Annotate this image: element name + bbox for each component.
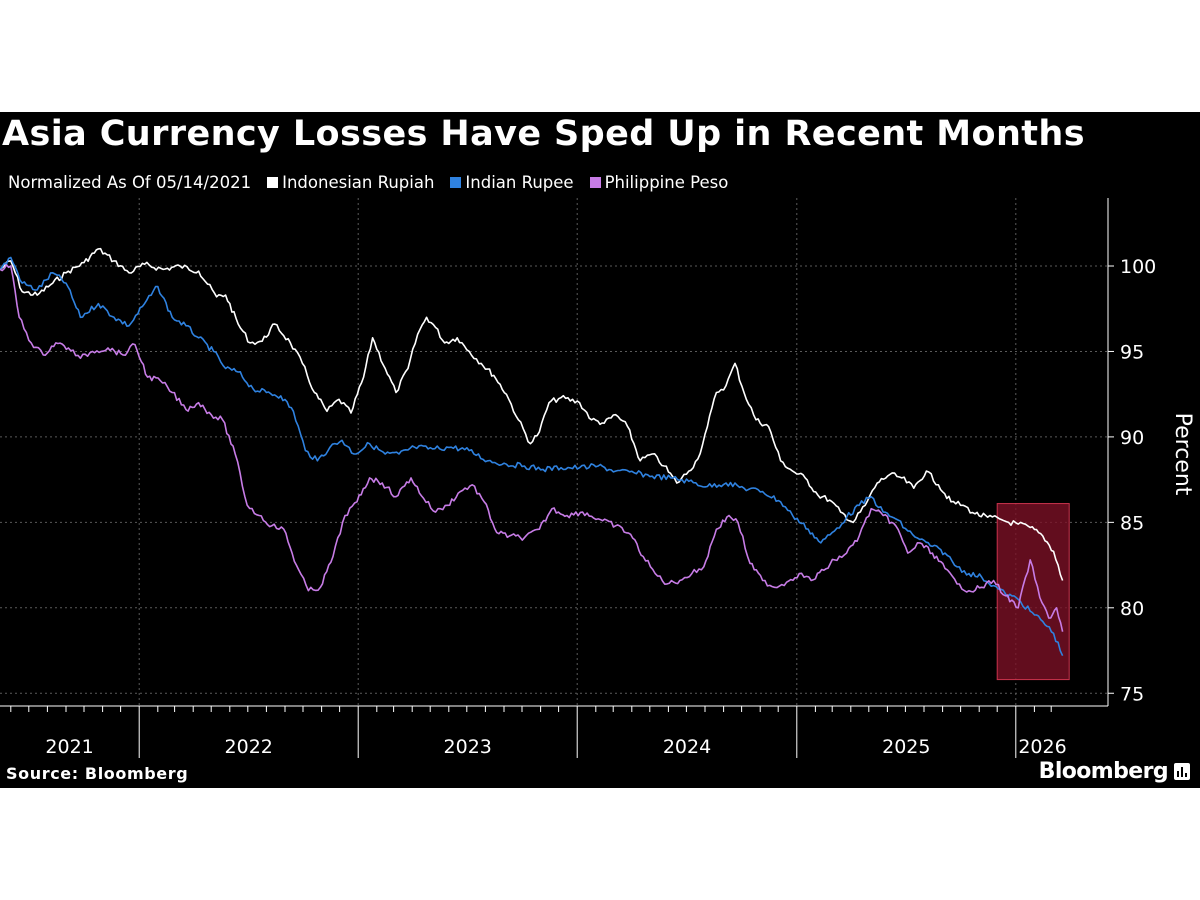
line-chart: 75 80 85 90 95 100 Percent 2021 2022 2023 2024 2025…: [0, 198, 1195, 758]
series-line-indonesian-rupiah: [0, 247, 1064, 581]
x-year-label-2023: 2023: [444, 736, 492, 758]
legend-swatch-indian-rupee: [450, 176, 462, 188]
y-tick-label-100: 100: [1120, 256, 1156, 278]
legend-label-indian-rupee: Indian Rupee: [465, 172, 574, 192]
y-axis-title: Percent: [1170, 413, 1195, 496]
axes: 75 80 85 90 95 100 Percent 2021 2022 2023 2024 2025…: [0, 198, 1195, 758]
legend-swatch-indonesian-rupiah: [267, 176, 279, 188]
normalization-note: Normalized As Of 05/14/2021: [8, 172, 252, 192]
source-note: Source: Bloomberg: [6, 764, 189, 783]
legend-label-indonesian-rupiah: Indonesian Rupiah: [282, 172, 435, 192]
highlight-region: [996, 503, 1070, 681]
y-tick-label-90: 90: [1120, 427, 1144, 449]
gridlines: [0, 198, 1108, 706]
x-year-label-2026: 2026: [1018, 736, 1066, 758]
brand-name: Bloomberg: [1038, 759, 1169, 784]
legend-item-indonesian-rupiah: Indonesian Rupiah: [267, 173, 434, 192]
y-tick-label-85: 85: [1120, 512, 1144, 534]
legend-swatch-philippine-peso: [589, 176, 601, 188]
brand: Bloomberg: [1039, 759, 1190, 784]
legend-label-philippine-peso: Philippine Peso: [604, 172, 729, 192]
legend: Normalized As Of 05/14/2021 Indonesian R…: [8, 171, 744, 193]
series-lines: [0, 247, 1064, 657]
y-tick-label-95: 95: [1120, 341, 1144, 363]
y-tick-label-75: 75: [1120, 683, 1144, 705]
highlight-box: [996, 503, 1070, 681]
legend-item-philippine-peso: Philippine Peso: [589, 172, 729, 192]
x-year-label-2025: 2025: [882, 736, 930, 758]
x-year-label-2021: 2021: [45, 736, 93, 758]
series-line-indian-rupee: [0, 256, 1064, 657]
chart-title: Asia Currency Losses Have Sped Up in Rec…: [2, 114, 1085, 154]
x-year-label-2022: 2022: [225, 736, 273, 758]
bloomberg-chart-icon: [1174, 763, 1190, 780]
legend-item-indian-rupee: Indian Rupee: [450, 172, 574, 192]
x-year-label-2024: 2024: [663, 736, 711, 758]
y-tick-label-80: 80: [1120, 598, 1144, 620]
series-line-philippine-peso: [0, 264, 1064, 632]
